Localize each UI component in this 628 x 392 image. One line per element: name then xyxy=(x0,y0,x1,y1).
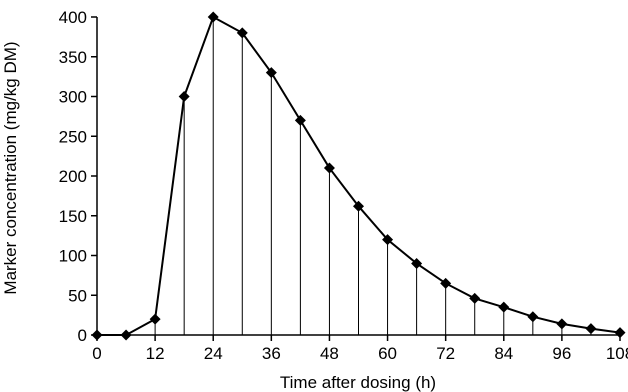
y-tick-label: 350 xyxy=(59,48,87,67)
y-tick-label: 300 xyxy=(59,88,87,107)
data-point-marker xyxy=(149,313,161,325)
series-layer xyxy=(91,11,626,341)
x-tick-label: 72 xyxy=(436,344,455,363)
y-tick-label: 100 xyxy=(59,247,87,266)
y-tick-label: 50 xyxy=(68,286,87,305)
data-point-marker xyxy=(498,301,510,313)
x-tick-label: 36 xyxy=(262,344,281,363)
data-point-marker xyxy=(353,200,364,212)
y-tick-label: 400 xyxy=(59,8,87,27)
data-point-marker xyxy=(382,234,394,246)
data-point-marker xyxy=(411,257,423,269)
data-point-marker xyxy=(207,11,219,23)
data-point-marker xyxy=(236,27,248,39)
x-tick-label: 84 xyxy=(494,344,513,363)
data-point-marker xyxy=(294,114,306,126)
x-tick-label: 0 xyxy=(92,344,101,363)
y-axis-title: Marker concentration (mg/kg DM) xyxy=(1,41,20,294)
data-point-marker xyxy=(556,318,568,330)
y-ticks: 0 50 100 150 200 250 300 350 400 xyxy=(59,8,97,345)
x-ticks: 0 12 24 36 48 60 72 84 96 108 xyxy=(92,335,628,363)
data-point-marker xyxy=(469,292,481,304)
drop-lines xyxy=(154,17,621,335)
x-tick-label: 48 xyxy=(320,344,339,363)
x-tick-label: 108 xyxy=(606,344,628,363)
data-point-marker xyxy=(323,162,335,174)
y-tick-label: 150 xyxy=(59,207,87,226)
x-tick-label: 12 xyxy=(146,344,165,363)
y-tick-label: 200 xyxy=(59,167,87,186)
data-point-marker xyxy=(440,277,452,289)
data-point-marker xyxy=(585,323,597,335)
x-axis-title: Time after dosing (h) xyxy=(280,373,436,392)
y-tick-label: 250 xyxy=(59,127,87,146)
data-point-marker xyxy=(265,67,277,79)
x-tick-label: 60 xyxy=(378,344,397,363)
data-point-marker xyxy=(178,91,190,102)
x-tick-label: 24 xyxy=(204,344,223,363)
data-point-marker xyxy=(527,311,539,323)
y-tick-label: 0 xyxy=(78,326,87,345)
x-tick-label: 96 xyxy=(552,344,571,363)
